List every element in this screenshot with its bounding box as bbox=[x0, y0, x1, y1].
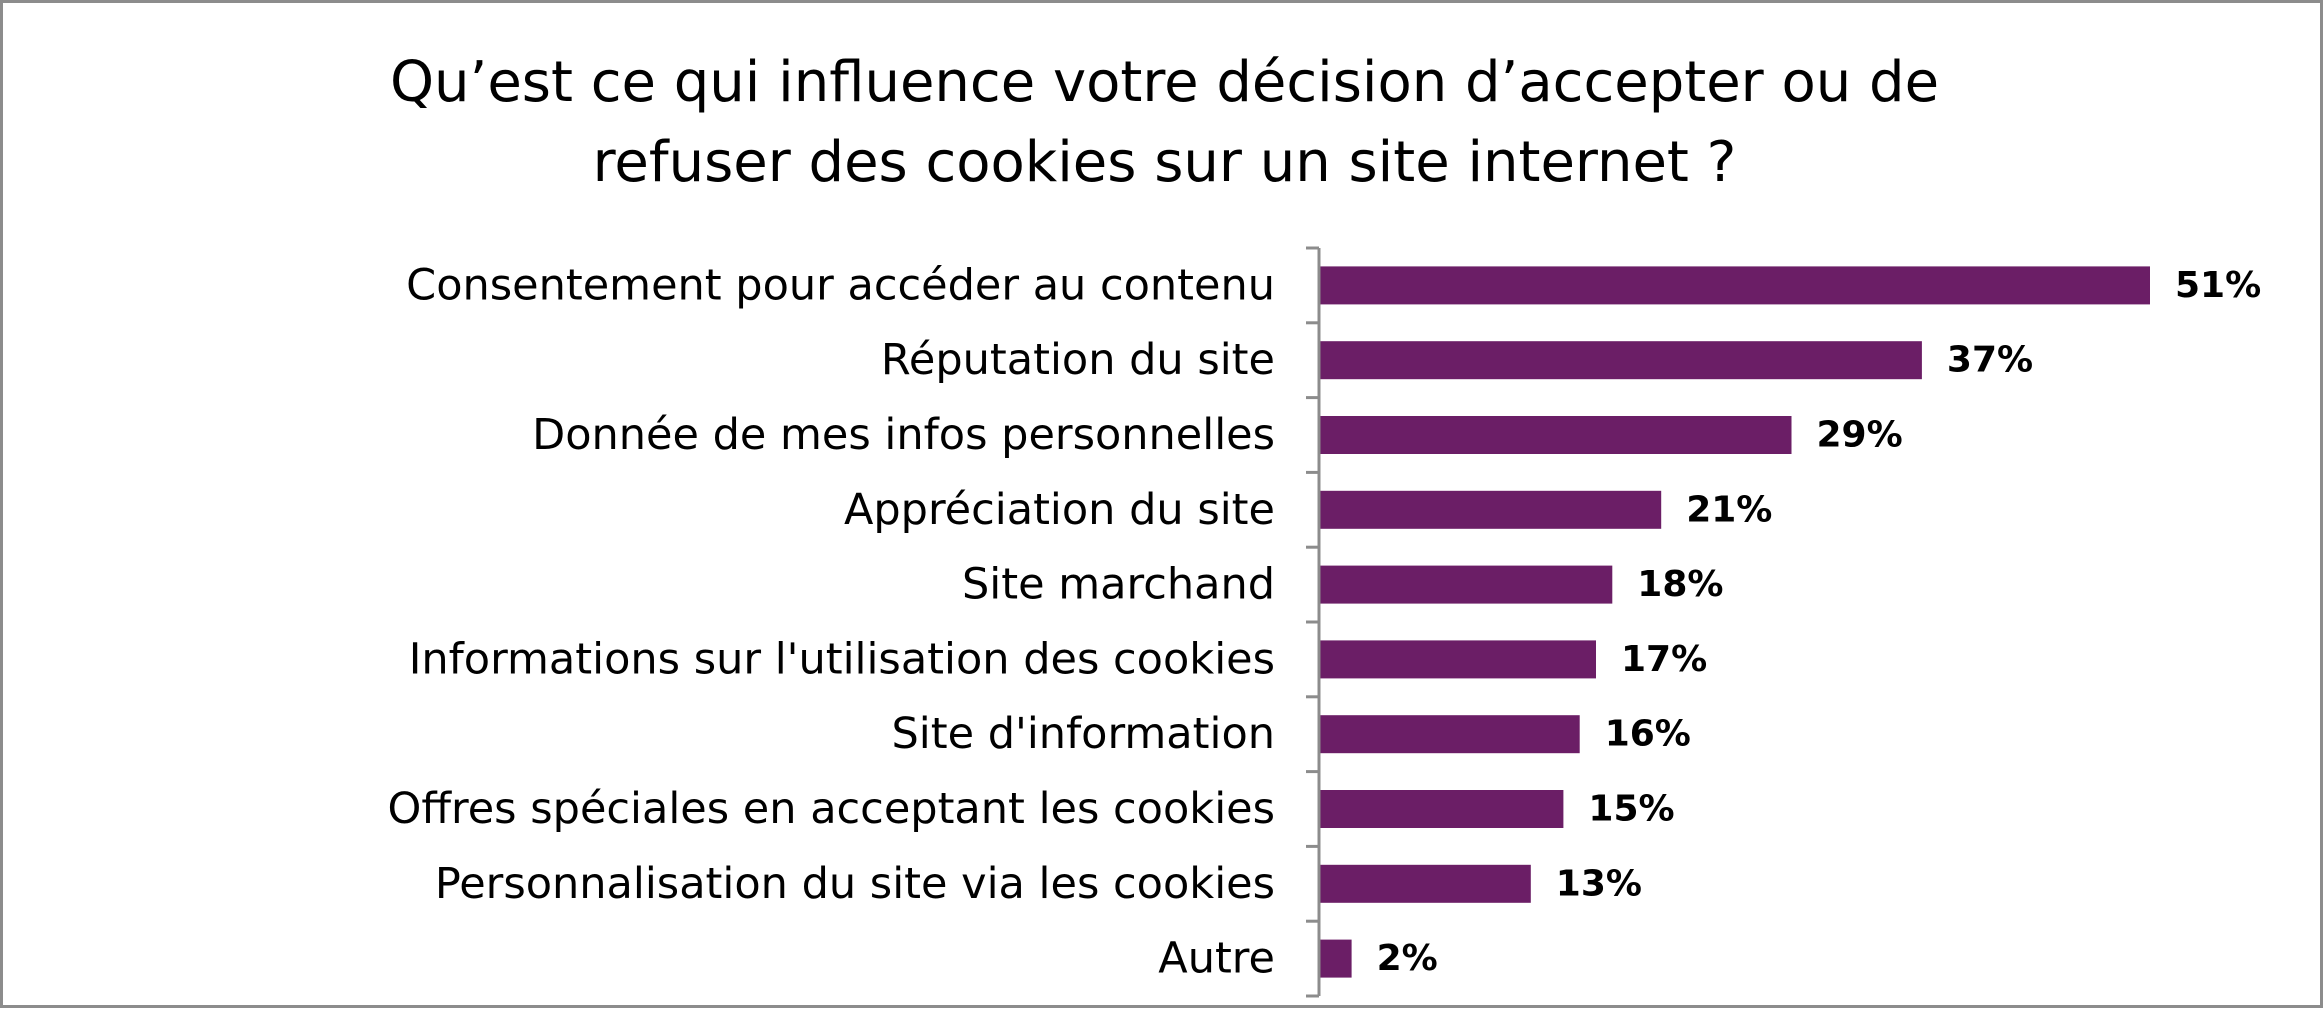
bar bbox=[1319, 266, 2150, 305]
value-label: 16% bbox=[1605, 714, 1691, 755]
category-label: Site d'information bbox=[891, 709, 1275, 759]
bar bbox=[1319, 416, 1792, 454]
category-label: Informations sur l'utilisation des cooki… bbox=[409, 634, 1275, 684]
category-label: Consentement pour accéder au contenu bbox=[406, 260, 1275, 310]
bar bbox=[1319, 640, 1596, 679]
bar bbox=[1319, 565, 1613, 604]
value-label: 15% bbox=[1588, 789, 1674, 830]
category-label: Appréciation du site bbox=[844, 485, 1275, 535]
value-label: 18% bbox=[1637, 564, 1723, 605]
chart-title: Qu’est ce qui influence votre décision d… bbox=[3, 43, 2323, 203]
category-label: Donnée de mes infos personnelles bbox=[532, 410, 1275, 460]
bar-chart: Consentement pour accéder au contenu 51% R… bbox=[388, 246, 2261, 998]
bar bbox=[1319, 939, 1352, 978]
category-label: Offres spéciales en acceptant les cookie… bbox=[388, 784, 1275, 834]
category-label: Réputation du site bbox=[881, 335, 1275, 385]
bar bbox=[1319, 790, 1564, 828]
category-label: Autre bbox=[1158, 934, 1275, 984]
bar bbox=[1319, 864, 1531, 903]
chart-title-line-2: refuser des cookies sur un site internet… bbox=[592, 130, 1737, 195]
category-label: Site marchand bbox=[962, 560, 1275, 610]
chart-title-line-1: Qu’est ce qui influence votre décision d… bbox=[389, 50, 1940, 115]
value-label: 37% bbox=[1947, 340, 2033, 381]
value-label: 51% bbox=[2175, 265, 2261, 306]
category-label: Personnalisation du site via les cookies bbox=[435, 859, 1275, 909]
value-label: 13% bbox=[1556, 863, 1642, 904]
value-label: 2% bbox=[1377, 938, 1438, 979]
value-label: 17% bbox=[1621, 639, 1707, 680]
value-label: 21% bbox=[1686, 489, 1772, 530]
bar bbox=[1319, 715, 1580, 754]
bar bbox=[1319, 341, 1922, 380]
value-label: 29% bbox=[1817, 415, 1903, 456]
bar bbox=[1319, 490, 1662, 529]
